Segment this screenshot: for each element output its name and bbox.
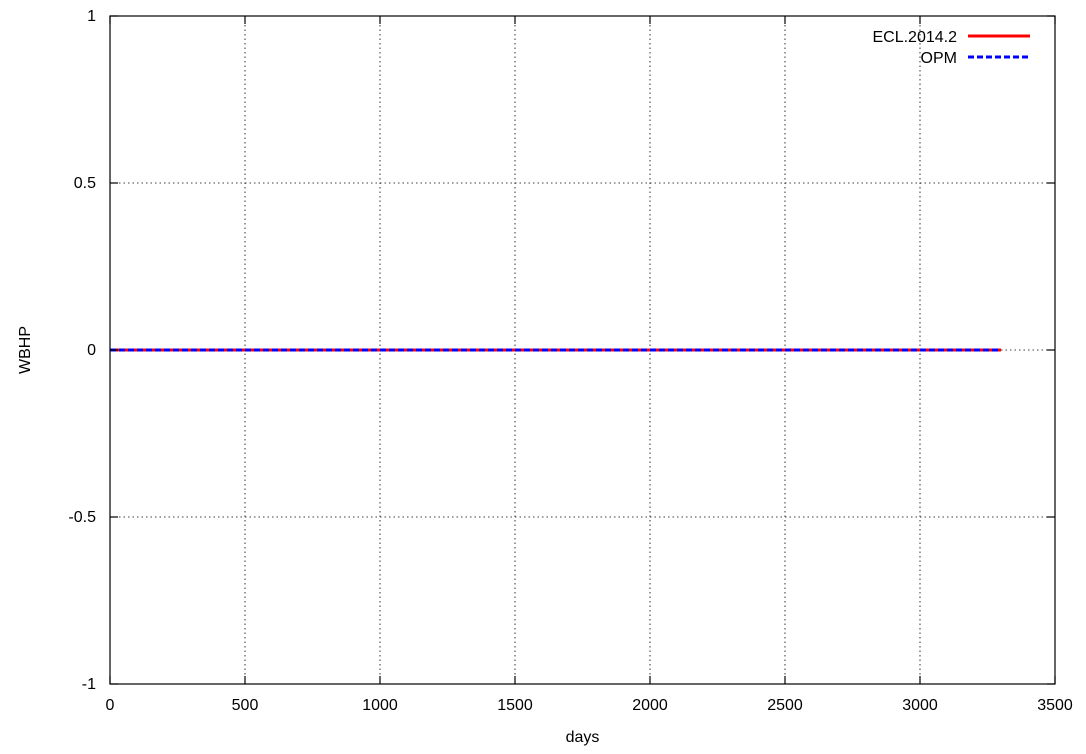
legend: ECL.2014.2 OPM (872, 29, 1030, 67)
x-tick-label: 0 (106, 697, 115, 714)
y-tick-label: 1 (87, 8, 96, 25)
legend-label: ECL.2014.2 (872, 29, 957, 46)
legend-label: OPM (921, 50, 957, 67)
y-tick-label: 0 (87, 342, 96, 359)
x-axis-label: days (566, 729, 600, 746)
y-tick-label: 0.5 (74, 175, 96, 192)
x-tick-label: 3500 (1037, 697, 1073, 714)
y-tick-label: -1 (82, 676, 96, 693)
y-axis-label: WBHP (17, 326, 34, 374)
x-tick-label: 2500 (767, 697, 803, 714)
x-tick-label: 3000 (902, 697, 938, 714)
x-tick-label: 1500 (497, 697, 533, 714)
ticks-layer (109, 15, 1056, 685)
x-tick-label: 1000 (362, 697, 398, 714)
x-tick-label: 2000 (632, 697, 668, 714)
x-tick-label: 500 (232, 697, 259, 714)
tick-labels-layer: 0 500 1000 1500 2000 2500 3000 3500 -1 -0.5 0 0.5 1 (68, 8, 1072, 714)
y-tick-label: -0.5 (68, 509, 96, 526)
